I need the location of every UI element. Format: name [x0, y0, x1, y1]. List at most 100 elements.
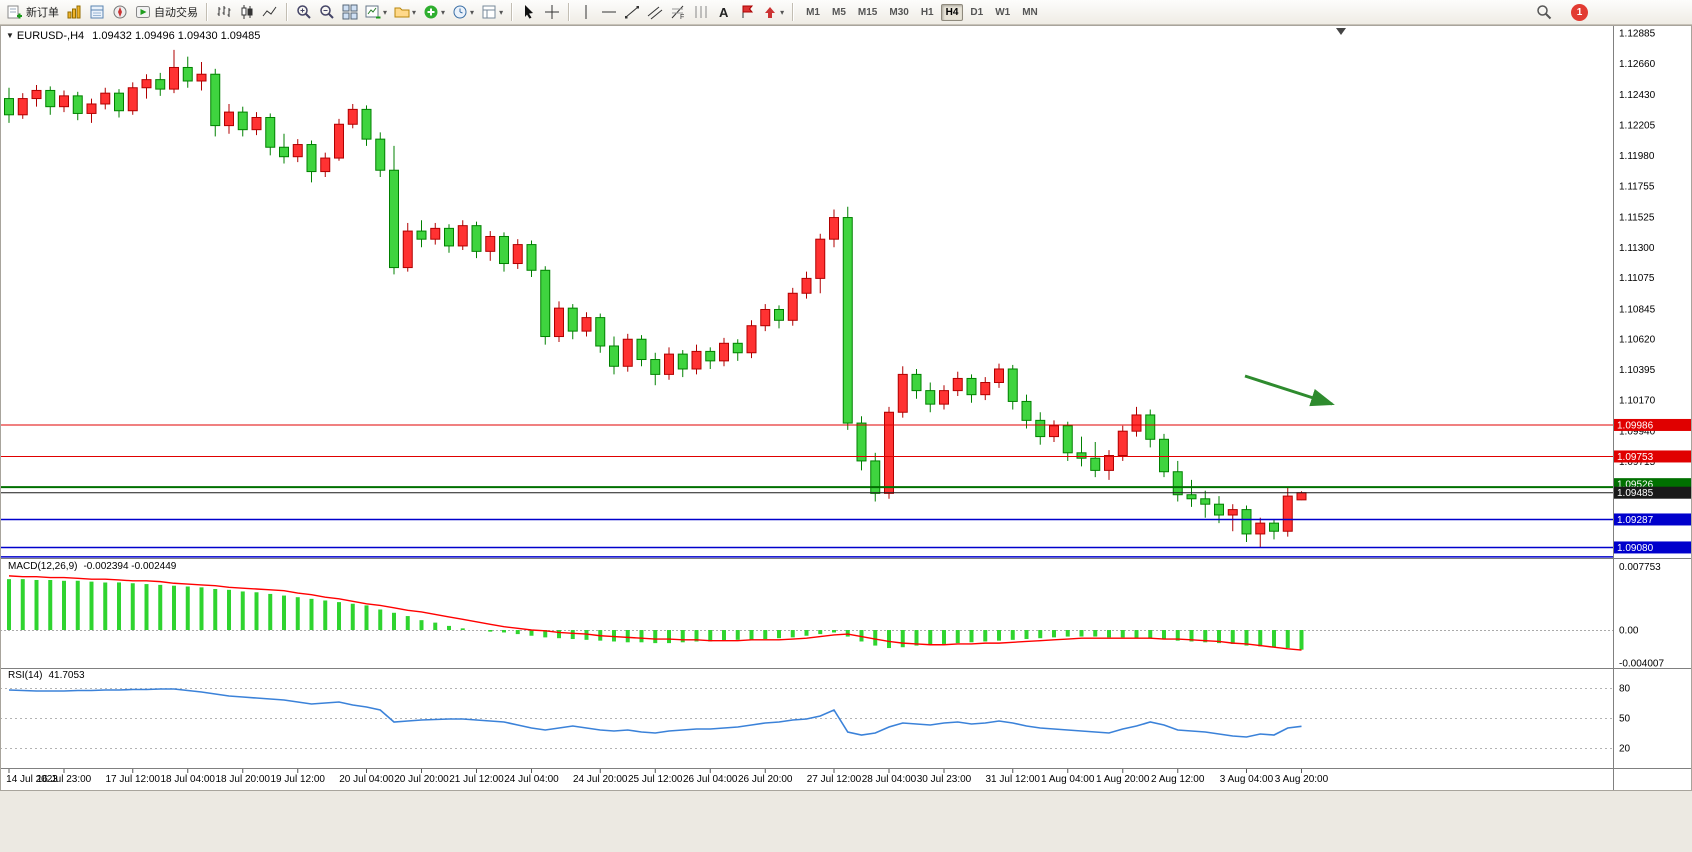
- candle-body[interactable]: [884, 411, 894, 494]
- candle-body[interactable]: [31, 89, 42, 100]
- trendline-button[interactable]: [621, 1, 643, 23]
- candle-body[interactable]: [1227, 509, 1238, 516]
- candle-body[interactable]: [1172, 471, 1183, 496]
- candle-body[interactable]: [4, 98, 14, 116]
- candle-body[interactable]: [499, 235, 509, 265]
- candle-body[interactable]: [430, 227, 441, 240]
- zoom-out-button[interactable]: [316, 1, 338, 23]
- candle-body[interactable]: [457, 225, 468, 247]
- candle-body[interactable]: [705, 350, 716, 362]
- candle-body[interactable]: [17, 98, 28, 116]
- profiles-dropdown-arrow[interactable]: ▾: [412, 7, 417, 17]
- candle-body[interactable]: [1214, 503, 1224, 516]
- line-chart-button[interactable]: [259, 1, 281, 23]
- timeframe-M15[interactable]: M15: [853, 4, 882, 21]
- cycle-lines-button[interactable]: [690, 1, 712, 23]
- candle-body[interactable]: [237, 111, 248, 131]
- candle-body[interactable]: [306, 144, 317, 173]
- candle-body[interactable]: [114, 92, 124, 112]
- data-window-button[interactable]: [86, 1, 108, 23]
- candle-body[interactable]: [444, 227, 454, 247]
- candle-body[interactable]: [595, 317, 606, 347]
- candle-body[interactable]: [1104, 455, 1114, 471]
- new-chart-button[interactable]: ▾: [362, 1, 390, 23]
- text-label-button[interactable]: [736, 1, 758, 23]
- equidistant-channel-button[interactable]: [644, 1, 666, 23]
- candle-body[interactable]: [567, 307, 578, 332]
- candle-body[interactable]: [471, 225, 482, 252]
- candle-body[interactable]: [1145, 414, 1156, 440]
- candle-body[interactable]: [485, 235, 496, 252]
- candle-body[interactable]: [897, 373, 908, 413]
- candle-body[interactable]: [182, 66, 193, 82]
- candle-body[interactable]: [320, 157, 331, 173]
- candle-body[interactable]: [677, 353, 688, 370]
- navigator-button[interactable]: [109, 1, 131, 23]
- timeframe-M1[interactable]: M1: [801, 4, 825, 21]
- timeframe-D1[interactable]: D1: [965, 4, 988, 21]
- new-order-button[interactable]: 新订单: [4, 1, 62, 23]
- candle-body[interactable]: [1241, 509, 1252, 535]
- candle-body[interactable]: [100, 92, 111, 105]
- candle-body[interactable]: [45, 89, 56, 108]
- candle-body[interactable]: [1007, 368, 1018, 402]
- candle-body[interactable]: [389, 169, 399, 269]
- periods-dropdown-arrow[interactable]: ▾: [470, 7, 475, 17]
- fibonacci-button[interactable]: F: [667, 1, 689, 23]
- candle-body[interactable]: [939, 390, 949, 405]
- candle-body[interactable]: [609, 345, 619, 367]
- candle-body[interactable]: [416, 230, 427, 240]
- candle-body[interactable]: [994, 368, 1004, 384]
- timeframe-M30[interactable]: M30: [884, 4, 913, 21]
- candle-body[interactable]: [292, 144, 303, 158]
- candle-body[interactable]: [952, 377, 963, 392]
- candle-body[interactable]: [540, 269, 551, 338]
- indicators-button[interactable]: ▾: [420, 1, 448, 23]
- candle-body[interactable]: [581, 317, 592, 332]
- periods-button[interactable]: ▾: [449, 1, 477, 23]
- arrows-dropdown-arrow[interactable]: ▾: [780, 7, 785, 17]
- cursor-button[interactable]: [518, 1, 540, 23]
- macd-indicator[interactable]: [0, 575, 1613, 651]
- text-button[interactable]: A: [713, 1, 735, 23]
- crosshair-button[interactable]: [541, 1, 563, 23]
- candle-body[interactable]: [636, 338, 647, 361]
- autotrading-button[interactable]: 自动交易: [132, 1, 201, 23]
- candle-body[interactable]: [856, 422, 867, 462]
- candle-body[interactable]: [127, 87, 138, 112]
- candle-body[interactable]: [746, 325, 757, 354]
- timeframe-W1[interactable]: W1: [990, 4, 1015, 21]
- candle-body[interactable]: [842, 217, 853, 424]
- candle-body[interactable]: [650, 359, 661, 375]
- candle-body[interactable]: [526, 244, 537, 271]
- candlestick-series[interactable]: [4, 49, 1307, 548]
- rsi-indicator[interactable]: 80 50 20: [0, 684, 1631, 755]
- candle-body[interactable]: [375, 138, 386, 171]
- candle-body[interactable]: [1159, 438, 1169, 473]
- new-chart-dropdown-arrow[interactable]: ▾: [383, 7, 388, 17]
- candle-body[interactable]: [1076, 452, 1087, 459]
- notification-badge[interactable]: 1: [1571, 3, 1588, 21]
- timeframe-H4[interactable]: H4: [940, 3, 964, 21]
- trend-arrow-annotation[interactable]: [1244, 374, 1335, 407]
- candle-body[interactable]: [554, 307, 564, 338]
- chart-menu-arrow-icon[interactable]: ▼: [6, 31, 14, 40]
- candlestick-chart-button[interactable]: [236, 1, 258, 23]
- candle-body[interactable]: [1255, 522, 1266, 535]
- candle-body[interactable]: [1090, 457, 1101, 471]
- candle-body[interactable]: [169, 66, 179, 90]
- candle-body[interactable]: [224, 111, 234, 127]
- candle-body[interactable]: [155, 79, 166, 90]
- bar-chart-button[interactable]: [213, 1, 235, 23]
- candle-body[interactable]: [512, 244, 523, 265]
- candle-body[interactable]: [251, 116, 262, 131]
- arrows-button[interactable]: ▾: [759, 1, 787, 23]
- candle-body[interactable]: [980, 382, 991, 396]
- candle-body[interactable]: [72, 95, 83, 114]
- templates-dropdown-arrow[interactable]: ▾: [499, 7, 504, 17]
- candle-body[interactable]: [279, 146, 289, 158]
- candle-body[interactable]: [829, 217, 839, 240]
- candle-body[interactable]: [870, 460, 881, 494]
- candle-body[interactable]: [1021, 400, 1032, 421]
